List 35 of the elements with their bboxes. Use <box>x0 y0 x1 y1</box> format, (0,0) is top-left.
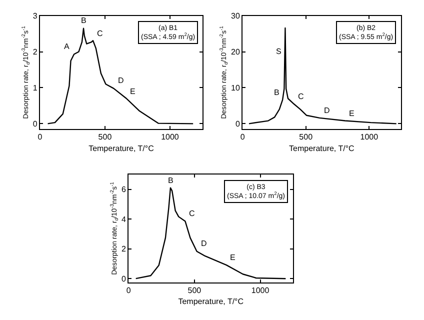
annotation: C <box>189 209 195 218</box>
x-tick-label: 1000 <box>360 132 379 142</box>
y-tick-label: 2 <box>32 48 38 57</box>
y-tick-label: 30 <box>231 12 240 21</box>
x-tick-label: 500 <box>98 132 112 142</box>
x-axis-title: Temperature, T/°C <box>88 144 154 153</box>
x-axis-title: Temperature, T/°C <box>178 297 244 306</box>
annotation: E <box>230 253 236 262</box>
annotation: C <box>298 92 304 101</box>
annotation: E <box>349 109 354 118</box>
annotation: B <box>274 88 280 97</box>
x-tick-label: 1000 <box>161 132 180 142</box>
annotation: B <box>168 176 174 185</box>
annotation: C <box>97 29 103 38</box>
y-tick-label: 6 <box>122 185 127 194</box>
annotation: D <box>324 106 330 115</box>
y-tick-label: 0 <box>235 119 240 128</box>
annotation: B <box>81 16 86 25</box>
y-tick-label: 20 <box>231 48 240 57</box>
y-tick-label: 4 <box>122 214 127 224</box>
annotation: D <box>118 76 124 85</box>
x-tick-label: 1000 <box>251 286 270 296</box>
annotation: S <box>276 47 282 56</box>
x-tick-label: 500 <box>188 286 202 296</box>
annotation: D <box>201 239 207 248</box>
y-tick-label: 10 <box>231 84 240 93</box>
y-tick-label: 3 <box>32 12 38 21</box>
y-tick-label: 2 <box>122 244 127 254</box>
annotation: E <box>130 87 136 96</box>
x-tick-label: 500 <box>299 132 314 142</box>
y-tick-label: 0 <box>32 119 38 128</box>
y-tick-label: 0 <box>122 274 127 284</box>
annotation: A <box>64 42 70 51</box>
x-axis-title: Temperature, T/°C <box>289 144 355 153</box>
y-tick-label: 1 <box>32 84 38 93</box>
